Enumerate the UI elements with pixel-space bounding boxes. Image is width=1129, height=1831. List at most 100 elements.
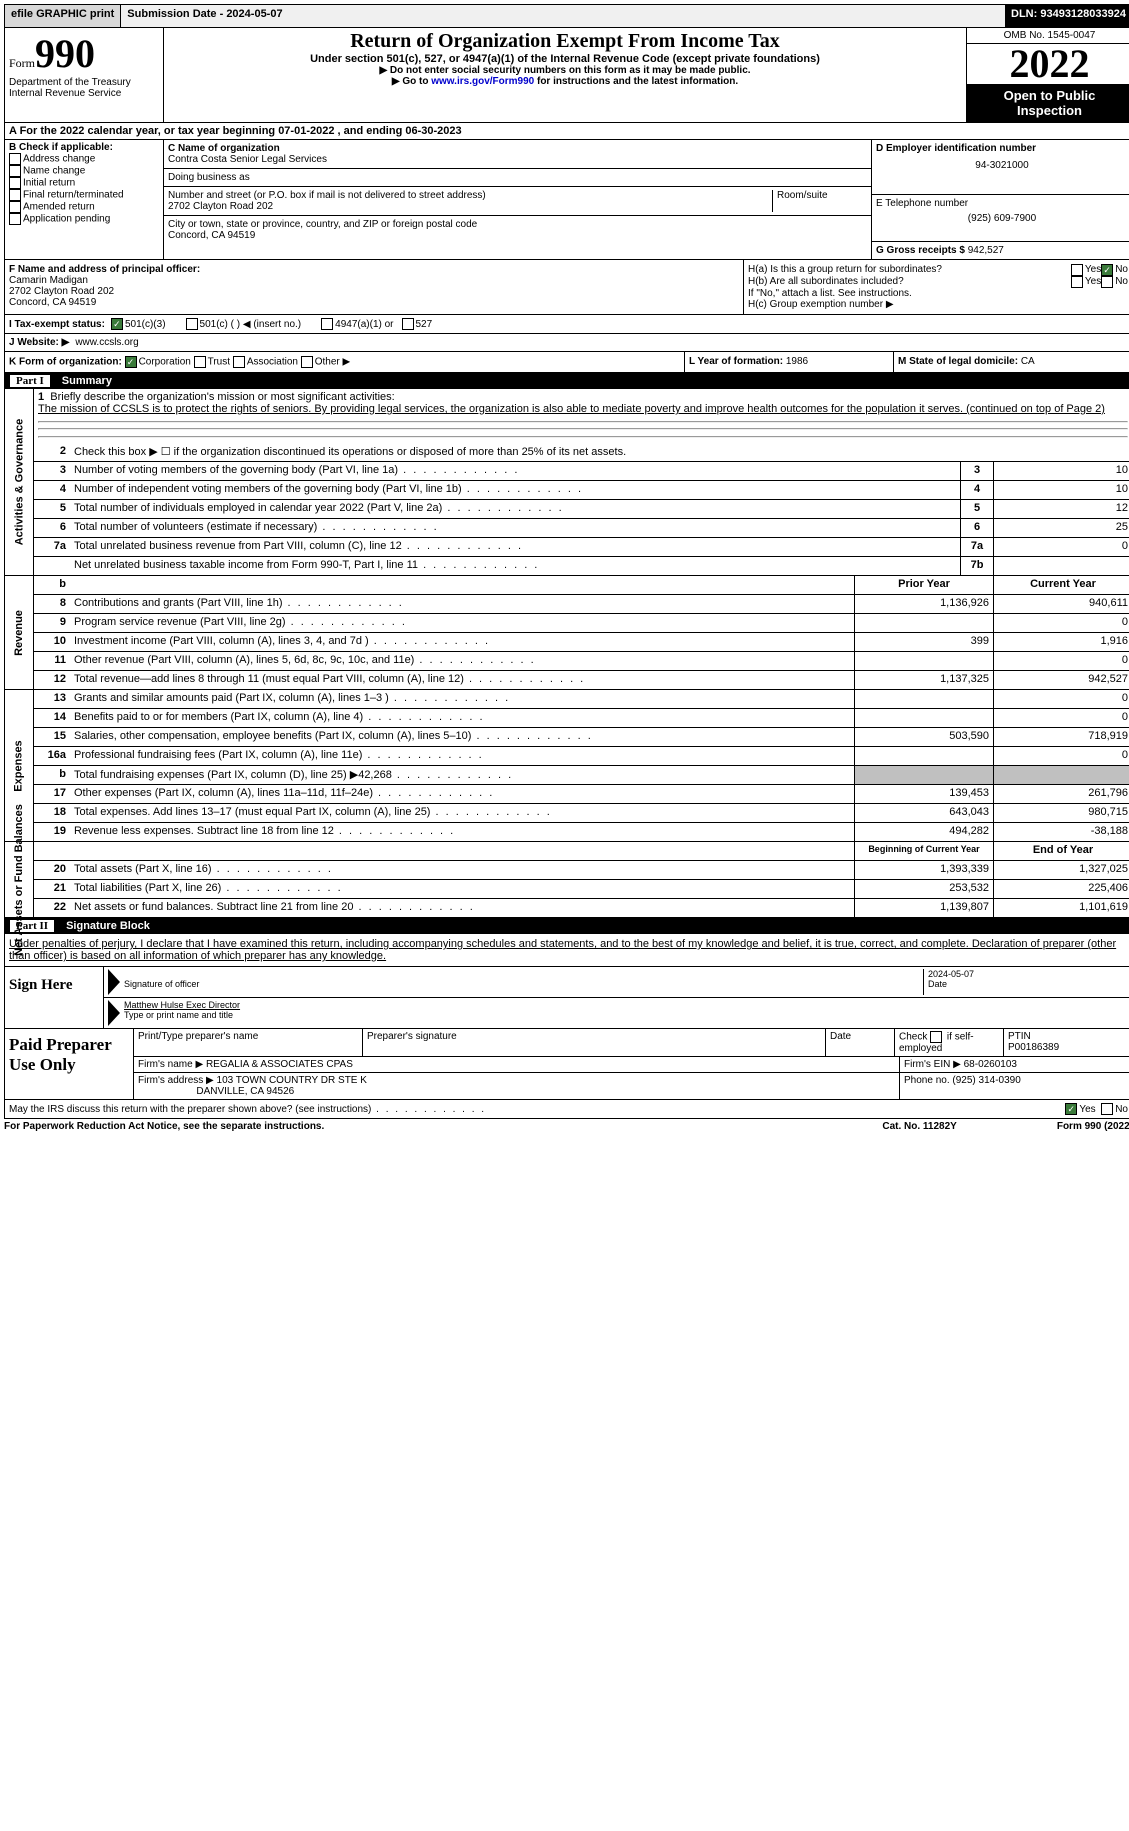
sig-arrow-icon [108,969,120,995]
chk-hb-yes[interactable] [1071,276,1083,288]
firm-ein: 68-0260103 [964,1059,1017,1070]
dept-treasury: Department of the Treasury Internal Reve… [9,77,159,99]
table-row: 8 Contributions and grants (Part VIII, l… [34,595,1129,614]
tab-revenue: Revenue [13,610,25,656]
chk-self-employed[interactable] [930,1031,942,1043]
net-assets-section: Net Assets or Fund Balances Beginning of… [4,842,1129,918]
chk-assoc[interactable] [233,356,245,368]
line2-checkbox-text: Check this box ▶ ☐ if the organization d… [70,443,1129,461]
room-suite-label: Room/suite [772,190,867,212]
table-row: 22 Net assets or fund balances. Subtract… [34,899,1129,917]
irs-link[interactable]: www.irs.gov/Form990 [431,76,534,87]
table-row: b Total fundraising expenses (Part IX, c… [34,766,1129,785]
g-gross-label: G Gross receipts $ [876,245,965,256]
officer-print-name: Matthew Hulse Exec Director [124,1000,240,1010]
activities-governance-section: Activities & Governance 1 Briefly descri… [4,389,1129,576]
section-f-h: F Name and address of principal officer:… [4,260,1129,315]
chk-4947[interactable] [321,318,333,330]
hdr-end-year: End of Year [993,842,1129,860]
chk-trust[interactable] [194,356,206,368]
org-name: Contra Costa Senior Legal Services [168,154,867,165]
firm-name: REGALIA & ASSOCIATES CPAS [206,1059,353,1070]
chk-amended[interactable] [9,201,21,213]
efile-print-button[interactable]: efile GRAPHIC print [5,5,121,27]
chk-other[interactable] [301,356,313,368]
sig-date-value: 2024-05-07 [928,969,974,979]
form-number: 990 [35,31,95,76]
chk-name-change[interactable] [9,165,21,177]
phone-value: (925) 609-7900 [876,209,1128,224]
org-city: Concord, CA 94519 [168,230,867,241]
chk-501c[interactable] [186,318,198,330]
chk-ha-yes[interactable] [1071,264,1083,276]
expenses-section: Expenses 13 Grants and similar amounts p… [4,690,1129,842]
chk-ha-no[interactable] [1101,264,1113,276]
addr-label: Number and street (or P.O. box if mail i… [168,190,772,201]
mission-text: The mission of CCSLS is to protect the r… [38,403,1105,415]
chk-address-change[interactable] [9,153,21,165]
table-row: 18 Total expenses. Add lines 13–17 (must… [34,804,1129,823]
ha-label: H(a) Is this a group return for subordin… [748,264,1071,276]
part-1-header: Part I Summary [4,373,1129,389]
form-title: Return of Organization Exempt From Incom… [168,30,962,53]
table-row: Net unrelated business taxable income fr… [34,557,1129,575]
chk-app-pending[interactable] [9,213,21,225]
c-name-label: C Name of organization [168,143,867,154]
chk-corp[interactable] [125,356,137,368]
dba-label: Doing business as [168,172,867,183]
table-row: 5 Total number of individuals employed i… [34,500,1129,519]
table-row: 19 Revenue less expenses. Subtract line … [34,823,1129,841]
b-label: B Check if applicable: [9,142,159,153]
submission-date: Submission Date - 2024-05-07 [121,5,288,27]
chk-final-return[interactable] [9,189,21,201]
print-name-label: Type or print name and title [124,1010,233,1020]
cat-number: Cat. No. 11282Y [882,1121,956,1132]
form-ref: Form 990 (2022) [1057,1121,1129,1132]
table-row: 17 Other expenses (Part IX, column (A), … [34,785,1129,804]
firm-addr1: 103 TOWN COUNTRY DR STE K [217,1075,367,1086]
chk-initial-return[interactable] [9,177,21,189]
table-row: 9 Program service revenue (Part VIII, li… [34,614,1129,633]
table-row: 16a Professional fundraising fees (Part … [34,747,1129,766]
table-row: 7a Total unrelated business revenue from… [34,538,1129,557]
form-word: Form [9,56,35,70]
f-label: F Name and address of principal officer: [9,264,200,275]
table-row: 3 Number of voting members of the govern… [34,462,1129,481]
firm-phone: (925) 314-0390 [952,1075,1020,1086]
chk-hb-no[interactable] [1101,276,1113,288]
page-footer: For Paperwork Reduction Act Notice, see … [4,1119,1129,1134]
table-row: 6 Total number of volunteers (estimate i… [34,519,1129,538]
hc-label: H(c) Group exemption number ▶ [748,299,1128,310]
sig-officer-label: Signature of officer [124,979,199,989]
e-phone-label: E Telephone number [876,198,1128,209]
tab-net-assets: Net Assets or Fund Balances [13,804,25,956]
sig-date-label: Date [928,979,947,989]
penalty-statement: Under penalties of perjury, I declare th… [4,934,1129,967]
table-row: 11 Other revenue (Part VIII, column (A),… [34,652,1129,671]
section-b-to-g: B Check if applicable: Address change Na… [4,140,1129,260]
tab-expenses: Expenses [13,740,25,791]
chk-527[interactable] [402,318,414,330]
chk-discuss-no[interactable] [1101,1103,1113,1115]
form-header: Form990 Department of the Treasury Inter… [4,28,1129,123]
table-row: 10 Investment income (Part VIII, column … [34,633,1129,652]
prep-name-hdr: Print/Type preparer's name [134,1029,363,1056]
paid-preparer-label: Paid Preparer Use Only [5,1029,134,1099]
website-value: www.ccsls.org [75,337,138,348]
hb-label: H(b) Are all subordinates included? [748,276,1071,288]
d-ein-label: D Employer identification number [876,143,1128,154]
topbar: efile GRAPHIC print Submission Date - 20… [4,4,1129,28]
chk-501c3[interactable] [111,318,123,330]
discuss-with-preparer: May the IRS discuss this return with the… [4,1100,1129,1119]
prep-date-hdr: Date [826,1029,895,1056]
hdr-prior-year: Prior Year [854,576,993,594]
hdr-current-year: Current Year [993,576,1129,594]
row-i-tax-exempt: I Tax-exempt status: 501(c)(3) 501(c) ( … [4,315,1129,334]
table-row: 21 Total liabilities (Part X, line 26) 2… [34,880,1129,899]
chk-discuss-yes[interactable] [1065,1103,1077,1115]
dln: DLN: 93493128033924 [1005,5,1129,27]
state-domicile: CA [1021,356,1035,367]
officer-addr2: Concord, CA 94519 [9,297,739,308]
city-label: City or town, state or province, country… [168,219,867,230]
table-row: 15 Salaries, other compensation, employe… [34,728,1129,747]
